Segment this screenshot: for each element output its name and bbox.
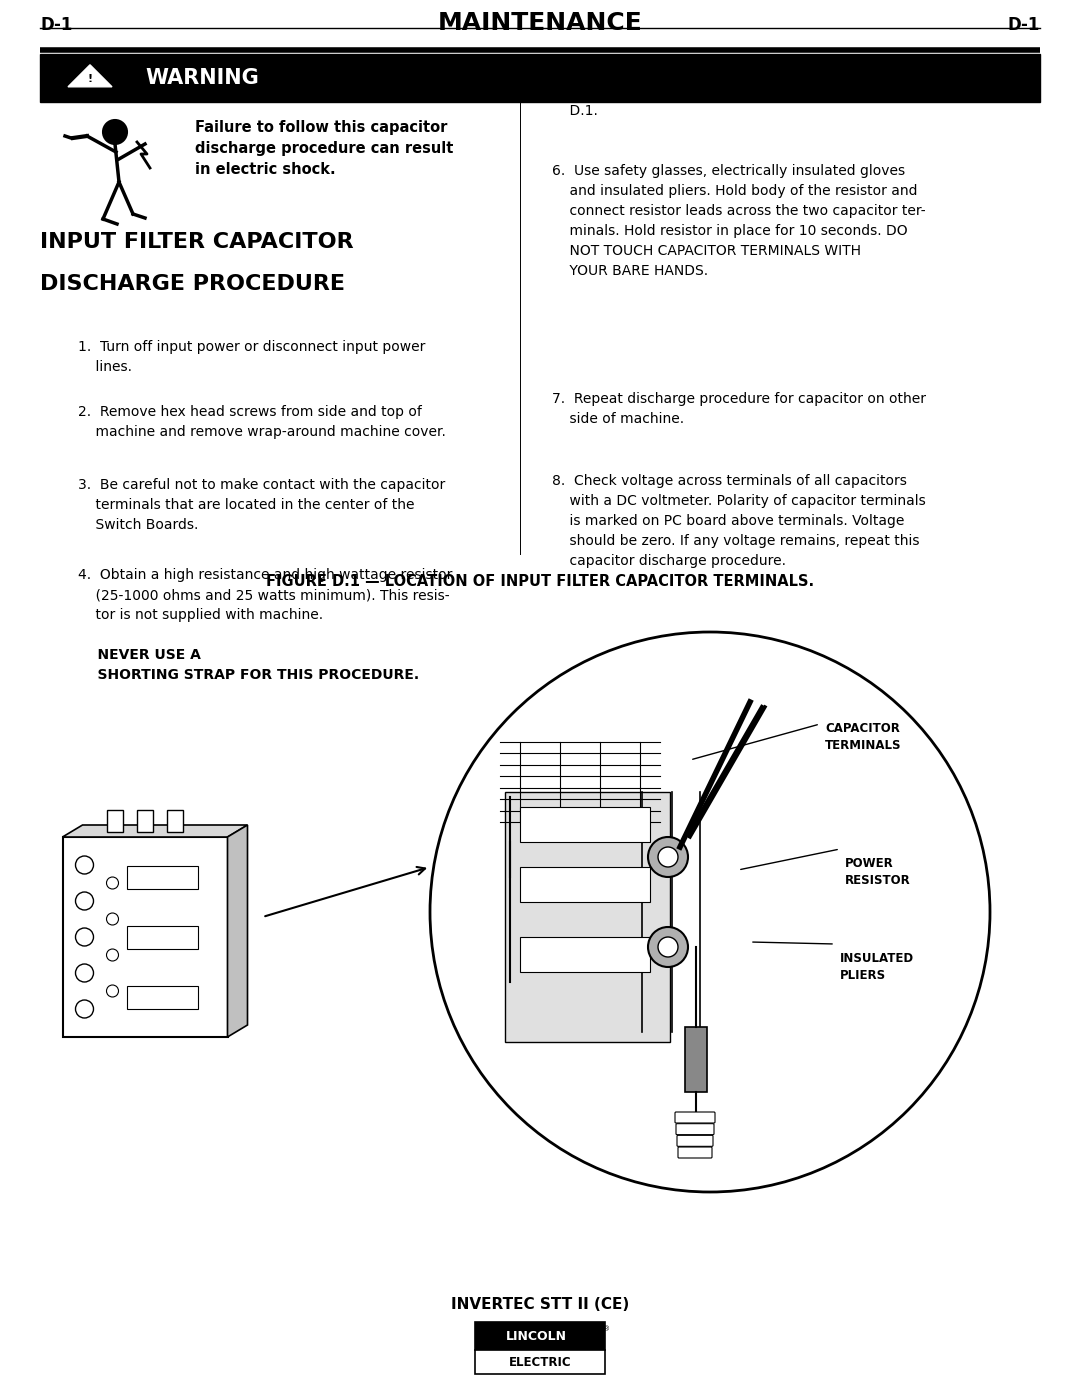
Circle shape: [658, 937, 678, 957]
Text: ®: ®: [603, 1326, 610, 1331]
FancyBboxPatch shape: [678, 1147, 712, 1158]
FancyBboxPatch shape: [677, 1136, 713, 1147]
Text: 1.  Turn off input power or disconnect input power
    lines.: 1. Turn off input power or disconnect in…: [78, 339, 426, 374]
FancyBboxPatch shape: [675, 1112, 715, 1123]
Text: 6.  Use safety glasses, electrically insulated gloves
    and insulated pliers. : 6. Use safety glasses, electrically insu…: [552, 163, 926, 278]
Circle shape: [76, 856, 94, 875]
Text: Failure to follow this capacitor
discharge procedure can result
in electric shoc: Failure to follow this capacitor dischar…: [195, 120, 454, 177]
Text: INSULATED
PLIERS: INSULATED PLIERS: [840, 951, 914, 982]
FancyBboxPatch shape: [127, 986, 198, 1009]
FancyBboxPatch shape: [167, 810, 183, 833]
Text: INVERTEC STT II (CE): INVERTEC STT II (CE): [450, 1296, 630, 1312]
FancyBboxPatch shape: [475, 1350, 605, 1375]
Circle shape: [107, 877, 119, 888]
Text: FIGURE D.1 — LOCATION OF INPUT FILTER CAPACITOR TERMINALS.: FIGURE D.1 — LOCATION OF INPUT FILTER CA…: [266, 574, 814, 590]
FancyBboxPatch shape: [519, 807, 650, 842]
Text: DISCHARGE PROCEDURE: DISCHARGE PROCEDURE: [40, 274, 345, 293]
FancyBboxPatch shape: [505, 792, 670, 1042]
Circle shape: [648, 928, 688, 967]
FancyBboxPatch shape: [127, 926, 198, 949]
Circle shape: [76, 928, 94, 946]
Text: WARNING: WARNING: [145, 68, 259, 88]
FancyBboxPatch shape: [107, 810, 123, 833]
Polygon shape: [68, 64, 112, 87]
Circle shape: [658, 847, 678, 868]
Text: ELECTRIC: ELECTRIC: [509, 1355, 571, 1369]
Text: CAPACITOR
TERMINALS: CAPACITOR TERMINALS: [825, 722, 902, 752]
Polygon shape: [63, 826, 247, 837]
Text: INPUT FILTER CAPACITOR: INPUT FILTER CAPACITOR: [40, 232, 353, 251]
Circle shape: [107, 985, 119, 997]
Text: D-1: D-1: [1008, 15, 1040, 34]
FancyBboxPatch shape: [137, 810, 153, 833]
FancyBboxPatch shape: [40, 54, 1040, 102]
Circle shape: [76, 893, 94, 909]
Text: LINCOLN: LINCOLN: [505, 1330, 567, 1343]
Circle shape: [76, 964, 94, 982]
Circle shape: [103, 120, 127, 144]
FancyBboxPatch shape: [519, 868, 650, 902]
Text: 4.  Obtain a high resistance and high wattage resistor
    (25-1000 ohms and 25 : 4. Obtain a high resistance and high wat…: [78, 569, 453, 622]
FancyBboxPatch shape: [127, 866, 198, 888]
Text: POWER
RESISTOR: POWER RESISTOR: [845, 856, 910, 887]
Text: MAINTENANCE: MAINTENANCE: [437, 11, 643, 35]
FancyBboxPatch shape: [685, 1027, 707, 1092]
FancyBboxPatch shape: [676, 1123, 714, 1134]
Text: 8.  Check voltage across terminals of all capacitors
    with a DC voltmeter. Po: 8. Check voltage across terminals of all…: [552, 474, 926, 569]
Text: 3.  Be careful not to make contact with the capacitor
    terminals that are loc: 3. Be careful not to make contact with t…: [78, 478, 445, 532]
Circle shape: [430, 631, 990, 1192]
Text: !: !: [87, 74, 93, 84]
FancyBboxPatch shape: [519, 937, 650, 972]
Text: 5.  Locate the two capacitor terminals (large hex head
    cap screws) shown in : 5. Locate the two capacitor terminals (l…: [552, 64, 930, 119]
Text: 7.  Repeat discharge procedure for capacitor on other
    side of machine.: 7. Repeat discharge procedure for capaci…: [552, 393, 926, 426]
Circle shape: [107, 914, 119, 925]
Circle shape: [76, 1000, 94, 1018]
Text: NEVER USE A
    SHORTING STRAP FOR THIS PROCEDURE.: NEVER USE A SHORTING STRAP FOR THIS PROC…: [78, 648, 419, 682]
Circle shape: [648, 837, 688, 877]
Text: 2.  Remove hex head screws from side and top of
    machine and remove wrap-arou: 2. Remove hex head screws from side and …: [78, 405, 446, 439]
Text: D-1: D-1: [40, 15, 72, 34]
FancyBboxPatch shape: [475, 1322, 605, 1350]
Circle shape: [107, 949, 119, 961]
Polygon shape: [228, 826, 247, 1037]
Polygon shape: [63, 837, 228, 1037]
